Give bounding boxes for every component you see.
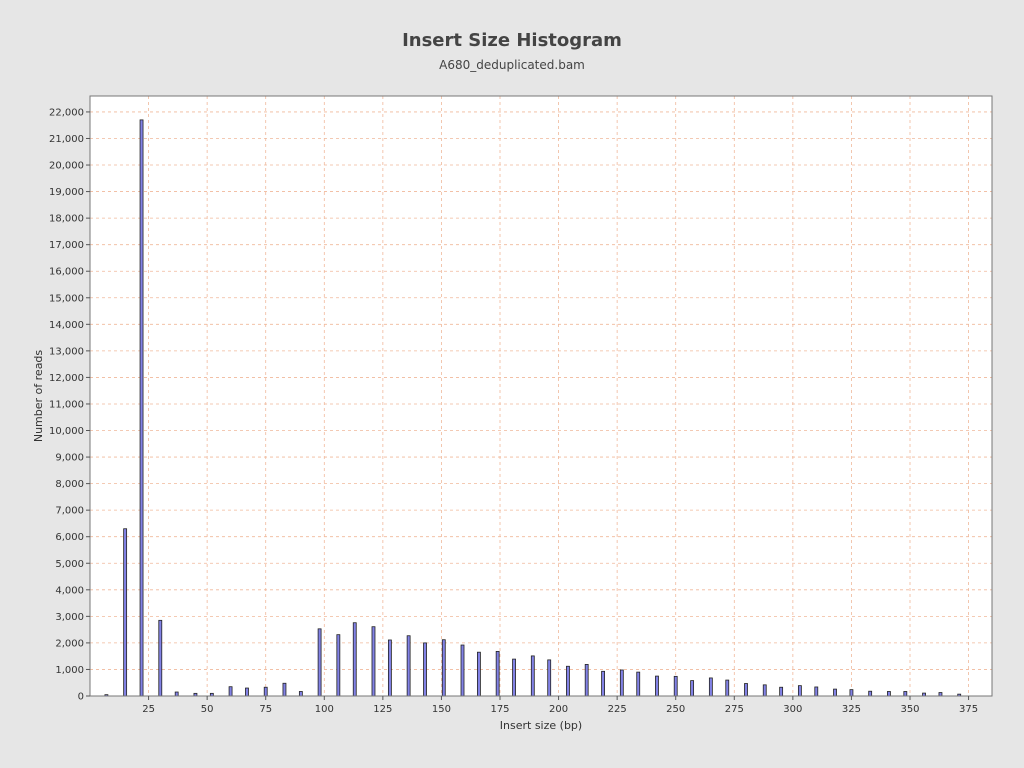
y-tick-label: 12,000 (49, 373, 84, 384)
histogram-bar (887, 691, 891, 697)
histogram-bar (636, 671, 641, 697)
histogram-bar (797, 685, 802, 697)
y-tick-label: 15,000 (49, 293, 84, 304)
y-tick-label: 16,000 (49, 267, 84, 278)
histogram-bar (123, 528, 128, 697)
y-tick-label: 11,000 (49, 399, 84, 410)
y-tick-label: 21,000 (49, 134, 84, 145)
histogram-bar (655, 675, 659, 697)
y-tick-label: 19,000 (49, 187, 84, 198)
histogram-bar (938, 692, 943, 697)
histogram-bar (228, 686, 233, 697)
plot-frame (89, 95, 993, 697)
histogram-bar (158, 619, 163, 697)
histogram-bar (619, 669, 624, 697)
x-tick-label: 275 (725, 704, 744, 715)
x-axis-label: Insert size (bp) (500, 719, 582, 732)
y-tick-label: 2,000 (55, 638, 84, 649)
histogram-bar (725, 679, 730, 697)
histogram-bar (336, 634, 341, 697)
y-tick-label: 6,000 (55, 532, 84, 543)
histogram-bar (282, 682, 287, 697)
x-tick-label: 175 (490, 704, 509, 715)
histogram-bar (833, 688, 837, 697)
y-axis-label: Number of reads (32, 350, 45, 443)
histogram-bar (584, 664, 589, 697)
histogram-bar (406, 635, 411, 697)
x-tick-label: 100 (315, 704, 334, 715)
y-tick-label: 13,000 (49, 346, 84, 357)
histogram-bar (708, 677, 713, 697)
histogram-bar (139, 119, 144, 697)
grid-lines (90, 96, 992, 696)
plot-area (90, 96, 992, 696)
histogram-bar (512, 658, 516, 697)
histogram-bar (814, 686, 819, 697)
y-tick-label: 20,000 (49, 161, 84, 172)
x-tick-label: 375 (959, 704, 978, 715)
y-tick-label: 18,000 (49, 214, 84, 225)
x-tick-label: 75 (259, 704, 272, 715)
x-tick-label: 50 (201, 704, 214, 715)
x-tick-label: 125 (373, 704, 392, 715)
histogram-bar (371, 626, 376, 697)
histogram-bar (387, 639, 392, 697)
histogram-bar (441, 639, 446, 697)
y-tick-label: 7,000 (55, 506, 84, 517)
histogram-bar (298, 691, 303, 697)
histogram-bar (477, 651, 481, 697)
chart-title: Insert Size Histogram (402, 30, 622, 51)
histogram-bar (849, 689, 854, 697)
histogram-bar (690, 680, 695, 697)
histogram-bar (566, 665, 570, 697)
x-tick-label: 250 (666, 704, 685, 715)
x-tick-label: 25 (142, 704, 155, 715)
histogram-bar (762, 684, 767, 697)
histogram-bar (530, 655, 535, 697)
y-tick-label: 5,000 (55, 559, 84, 570)
histogram-bar (547, 659, 552, 697)
y-tick-label: 14,000 (49, 320, 84, 331)
histogram-bar (744, 683, 748, 697)
x-tick-label: 225 (608, 704, 627, 715)
histogram-bar (779, 686, 784, 697)
histogram-bar (263, 686, 268, 697)
histogram-bar (423, 642, 427, 697)
histogram-bar (174, 691, 179, 697)
histogram-bar (673, 675, 678, 697)
x-tick-label: 200 (549, 704, 568, 715)
histogram-bar (495, 650, 500, 697)
histogram-bar (601, 670, 605, 697)
chart-subtitle: A680_deduplicated.bam (439, 58, 585, 72)
y-tick-label: 22,000 (49, 107, 84, 118)
y-tick-label: 9,000 (55, 453, 84, 464)
y-tick-label: 3,000 (55, 612, 84, 623)
y-tick-label: 4,000 (55, 585, 84, 596)
histogram-bar (903, 691, 908, 697)
y-tick-label: 0 (78, 692, 84, 703)
y-tick-label: 10,000 (49, 426, 84, 437)
y-tick-label: 17,000 (49, 240, 84, 251)
histogram-bar (352, 622, 357, 697)
x-tick-label: 350 (900, 704, 919, 715)
y-tick-label: 1,000 (55, 665, 84, 676)
histogram-bar (868, 690, 873, 697)
histogram-bar (317, 628, 322, 697)
x-tick-label: 325 (842, 704, 861, 715)
histogram-bar (245, 687, 249, 697)
y-axis: 0 1,000 2,000 3,000 4,000 5,000 6,000 7,000 8,00… (49, 107, 90, 703)
histogram-bar (460, 644, 465, 697)
y-tick-label: 8,000 (55, 479, 84, 490)
x-tick-label: 300 (783, 704, 802, 715)
x-axis: 25 50 75 100 125 150 175 200 225 250 275 300 325 350 3… (142, 696, 978, 715)
x-tick-label: 150 (432, 704, 451, 715)
